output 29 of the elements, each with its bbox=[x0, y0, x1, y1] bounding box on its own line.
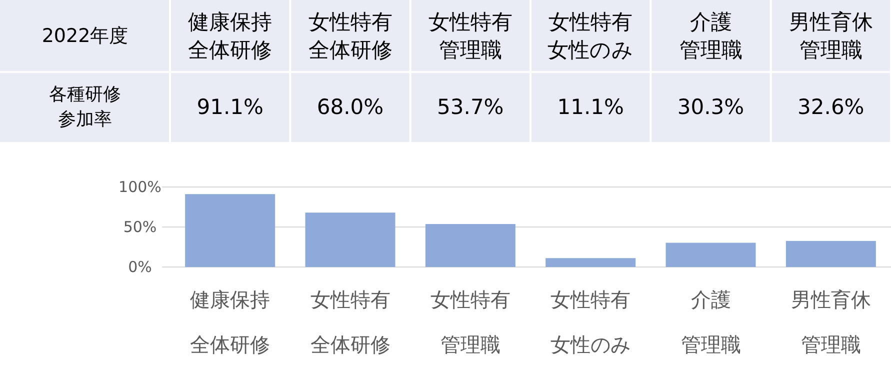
bar bbox=[425, 224, 516, 267]
category-label: 男性育休管理職 bbox=[788, 10, 873, 62]
y-tick-label: 100% bbox=[118, 178, 162, 196]
x-tick-label: 介護管理職 bbox=[680, 288, 741, 356]
bar bbox=[666, 242, 756, 267]
x-tick-label: 女性特有全体研修 bbox=[310, 288, 390, 356]
data-label: 11.1% bbox=[557, 95, 624, 119]
category-label: 健康保持全体研修 bbox=[188, 10, 272, 62]
data-label: 91.1% bbox=[196, 95, 264, 119]
chart-title: 2022年度 bbox=[42, 25, 128, 47]
x-tick-label: 健康保持全体研修 bbox=[190, 288, 270, 356]
bar bbox=[305, 212, 396, 267]
category-label: 介護管理職 bbox=[679, 10, 742, 62]
category-label: 女性特有全体研修 bbox=[308, 10, 392, 62]
data-label: 30.3% bbox=[677, 95, 744, 119]
x-tick-label: 男性育休管理職 bbox=[790, 288, 871, 356]
x-tick-label: 女性特有管理職 bbox=[430, 288, 510, 356]
category-label: 女性特有管理職 bbox=[428, 10, 512, 62]
data-label: 53.7% bbox=[437, 95, 504, 119]
bar bbox=[786, 240, 876, 267]
bar bbox=[185, 194, 276, 267]
y-tick-label: 0% bbox=[128, 258, 152, 276]
bar bbox=[546, 258, 636, 267]
x-tick-label: 女性特有女性のみ bbox=[550, 288, 631, 356]
y-axis-title: 各種研修参加率 bbox=[49, 84, 121, 130]
data-label: 68.0% bbox=[316, 95, 384, 119]
data-label: 32.6% bbox=[798, 95, 864, 119]
y-tick-label: 50% bbox=[123, 218, 157, 236]
category-label: 女性特有女性のみ bbox=[548, 10, 634, 62]
